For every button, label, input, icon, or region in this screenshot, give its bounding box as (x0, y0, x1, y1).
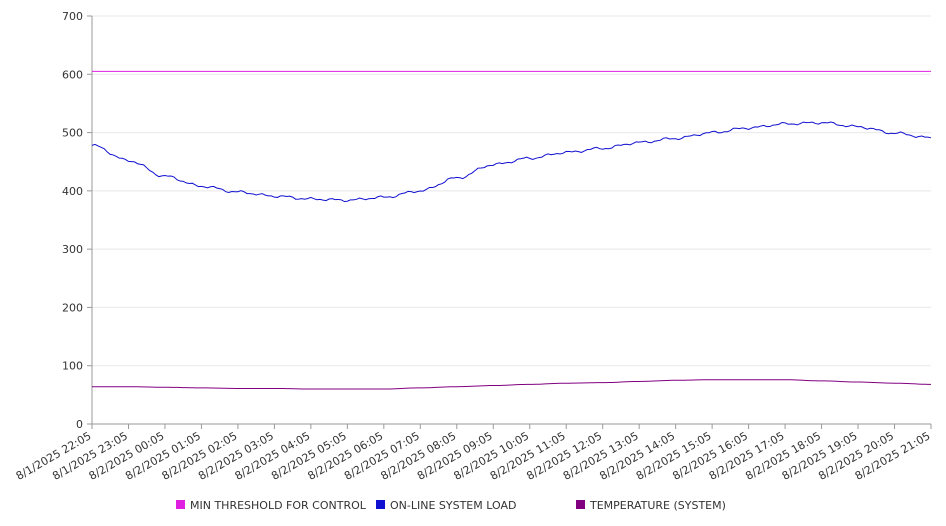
series-lines (91, 70, 932, 390)
y-tick-label: 700 (62, 10, 83, 23)
legend-label: MIN THRESHOLD FOR CONTROL (190, 499, 367, 512)
legend-label: ON-LINE SYSTEM LOAD (390, 499, 516, 512)
grid (92, 15, 931, 367)
legend: MIN THRESHOLD FOR CONTROL ON-LINE SYSTEM … (176, 499, 726, 512)
y-tick-label: 400 (62, 185, 83, 198)
legend-swatch (176, 500, 185, 509)
y-tick-label: 300 (62, 243, 83, 256)
legend-swatch (376, 500, 385, 509)
legend-label: TEMPERATURE (SYSTEM) (589, 499, 726, 512)
legend-swatch (576, 500, 585, 509)
y-tick-label: 200 (62, 301, 83, 314)
series-line-2 (92, 379, 932, 390)
y-tick-label: 0 (76, 418, 83, 431)
y-tick-label: 500 (62, 127, 83, 140)
series-line-1 (91, 121, 932, 203)
y-tick-label: 600 (62, 68, 83, 81)
y-tick-label: 100 (62, 360, 83, 373)
